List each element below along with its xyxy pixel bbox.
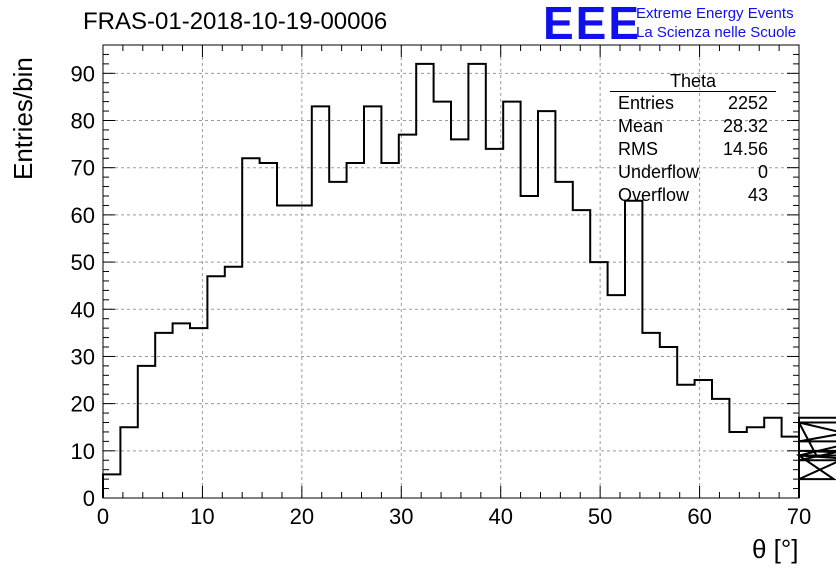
stats-box: Theta Entries 2252 Mean 28.32 RMS 14.56 … bbox=[610, 71, 776, 207]
histogram-bin bbox=[155, 333, 172, 498]
histogram-bin bbox=[103, 474, 120, 498]
histogram-bin bbox=[503, 102, 520, 498]
histogram-bin bbox=[242, 158, 259, 498]
histogram-series bbox=[102, 62, 836, 498]
histogram-bin bbox=[329, 182, 346, 498]
stats-label: Mean bbox=[618, 116, 664, 136]
y-tick-label: 30 bbox=[71, 344, 95, 369]
eee-logo: EEE bbox=[543, 0, 642, 49]
histogram-bin bbox=[590, 262, 607, 498]
stats-row: RMS 14.56 bbox=[610, 138, 776, 161]
histogram-outline bbox=[102, 62, 836, 498]
x-axis-label: θ [°] bbox=[752, 534, 799, 564]
stats-value: 14.56 bbox=[722, 139, 768, 159]
histogram-bin bbox=[695, 380, 712, 498]
tick-labels: 0 10 20 30 40 50 60 70 0 10 20 30 40 50 60 70 80 90 bbox=[71, 61, 812, 529]
histogram-bin bbox=[347, 163, 364, 498]
x-tick-label: 60 bbox=[687, 504, 711, 529]
histogram-bin bbox=[642, 333, 659, 498]
histogram-bin bbox=[573, 210, 590, 498]
histogram-bin bbox=[277, 205, 294, 498]
x-tick-label: 0 bbox=[97, 504, 109, 529]
stats-label: RMS bbox=[618, 139, 658, 159]
y-tick-label: 10 bbox=[71, 439, 95, 464]
x-tick-label: 50 bbox=[588, 504, 612, 529]
y-tick-label: 80 bbox=[71, 109, 95, 134]
histogram-bin bbox=[434, 102, 451, 498]
histogram-bin bbox=[712, 399, 729, 498]
histogram-bin bbox=[138, 366, 155, 498]
stats-value: 2252 bbox=[727, 93, 768, 113]
histogram-bin bbox=[381, 163, 398, 498]
y-tick-label: 60 bbox=[71, 203, 95, 228]
histogram-bin bbox=[747, 427, 764, 498]
histogram-bin bbox=[399, 135, 416, 498]
x-tick-label: 70 bbox=[787, 504, 811, 529]
histogram-bin bbox=[608, 295, 625, 498]
histogram-bin bbox=[555, 182, 572, 498]
org-line-1: Extreme Energy Events bbox=[636, 5, 794, 22]
y-tick-label: 40 bbox=[71, 297, 95, 322]
x-tick-label: 40 bbox=[488, 504, 512, 529]
stats-row: Underflow 0 bbox=[610, 161, 776, 184]
histogram-bin bbox=[729, 432, 746, 498]
histogram-bin bbox=[538, 111, 555, 498]
x-tick-label: 10 bbox=[190, 504, 214, 529]
histogram-bin bbox=[364, 106, 381, 498]
histogram-bin bbox=[486, 149, 503, 498]
stats-value: 28.32 bbox=[722, 116, 768, 136]
histogram-bin bbox=[120, 427, 137, 498]
histogram-bin bbox=[190, 328, 207, 498]
y-tick-label: 70 bbox=[71, 156, 95, 181]
stats-value: 43 bbox=[747, 185, 768, 205]
org-name: Extreme Energy Events La Scienza nelle S… bbox=[636, 4, 796, 42]
histogram-bin bbox=[521, 196, 538, 498]
y-tick-label: 0 bbox=[83, 486, 95, 511]
stats-row: Entries 2252 bbox=[610, 92, 776, 115]
axis-ticks bbox=[102, 44, 800, 499]
histogram-bin bbox=[782, 437, 799, 498]
histogram-bin bbox=[416, 64, 433, 498]
plot-frame bbox=[102, 44, 800, 499]
histogram-bin bbox=[625, 201, 642, 498]
histogram-bin bbox=[451, 139, 468, 498]
y-axis-label: Entries/bin bbox=[8, 57, 38, 180]
y-tick-label: 20 bbox=[71, 392, 95, 417]
histogram-bin bbox=[173, 323, 190, 498]
histogram-bin bbox=[312, 106, 329, 498]
stats-row: Mean 28.32 bbox=[610, 115, 776, 138]
org-line-2: La Scienza nelle Scuole bbox=[636, 24, 797, 41]
histogram-bin bbox=[207, 276, 224, 498]
stats-label: Entries bbox=[618, 93, 675, 113]
x-tick-label: 20 bbox=[290, 504, 314, 529]
stats-label: Overflow bbox=[618, 185, 690, 205]
y-tick-label: 50 bbox=[71, 250, 95, 275]
x-tick-label: 30 bbox=[389, 504, 413, 529]
histogram-bin bbox=[294, 205, 311, 498]
histogram-bin bbox=[660, 347, 677, 498]
histogram-bin bbox=[764, 418, 781, 498]
histogram-bin bbox=[677, 385, 694, 498]
stats-value: 0 bbox=[757, 162, 768, 182]
stats-title: Theta bbox=[610, 71, 776, 92]
stats-row: Overflow 43 bbox=[610, 184, 776, 207]
stats-label: Underflow bbox=[618, 162, 700, 182]
y-tick-label: 90 bbox=[71, 61, 95, 86]
histogram-bin bbox=[260, 163, 277, 498]
histogram-bin bbox=[225, 267, 242, 498]
histogram-bin bbox=[468, 64, 485, 498]
chart-title: FRAS-01-2018-10-19-00006 bbox=[83, 8, 388, 35]
